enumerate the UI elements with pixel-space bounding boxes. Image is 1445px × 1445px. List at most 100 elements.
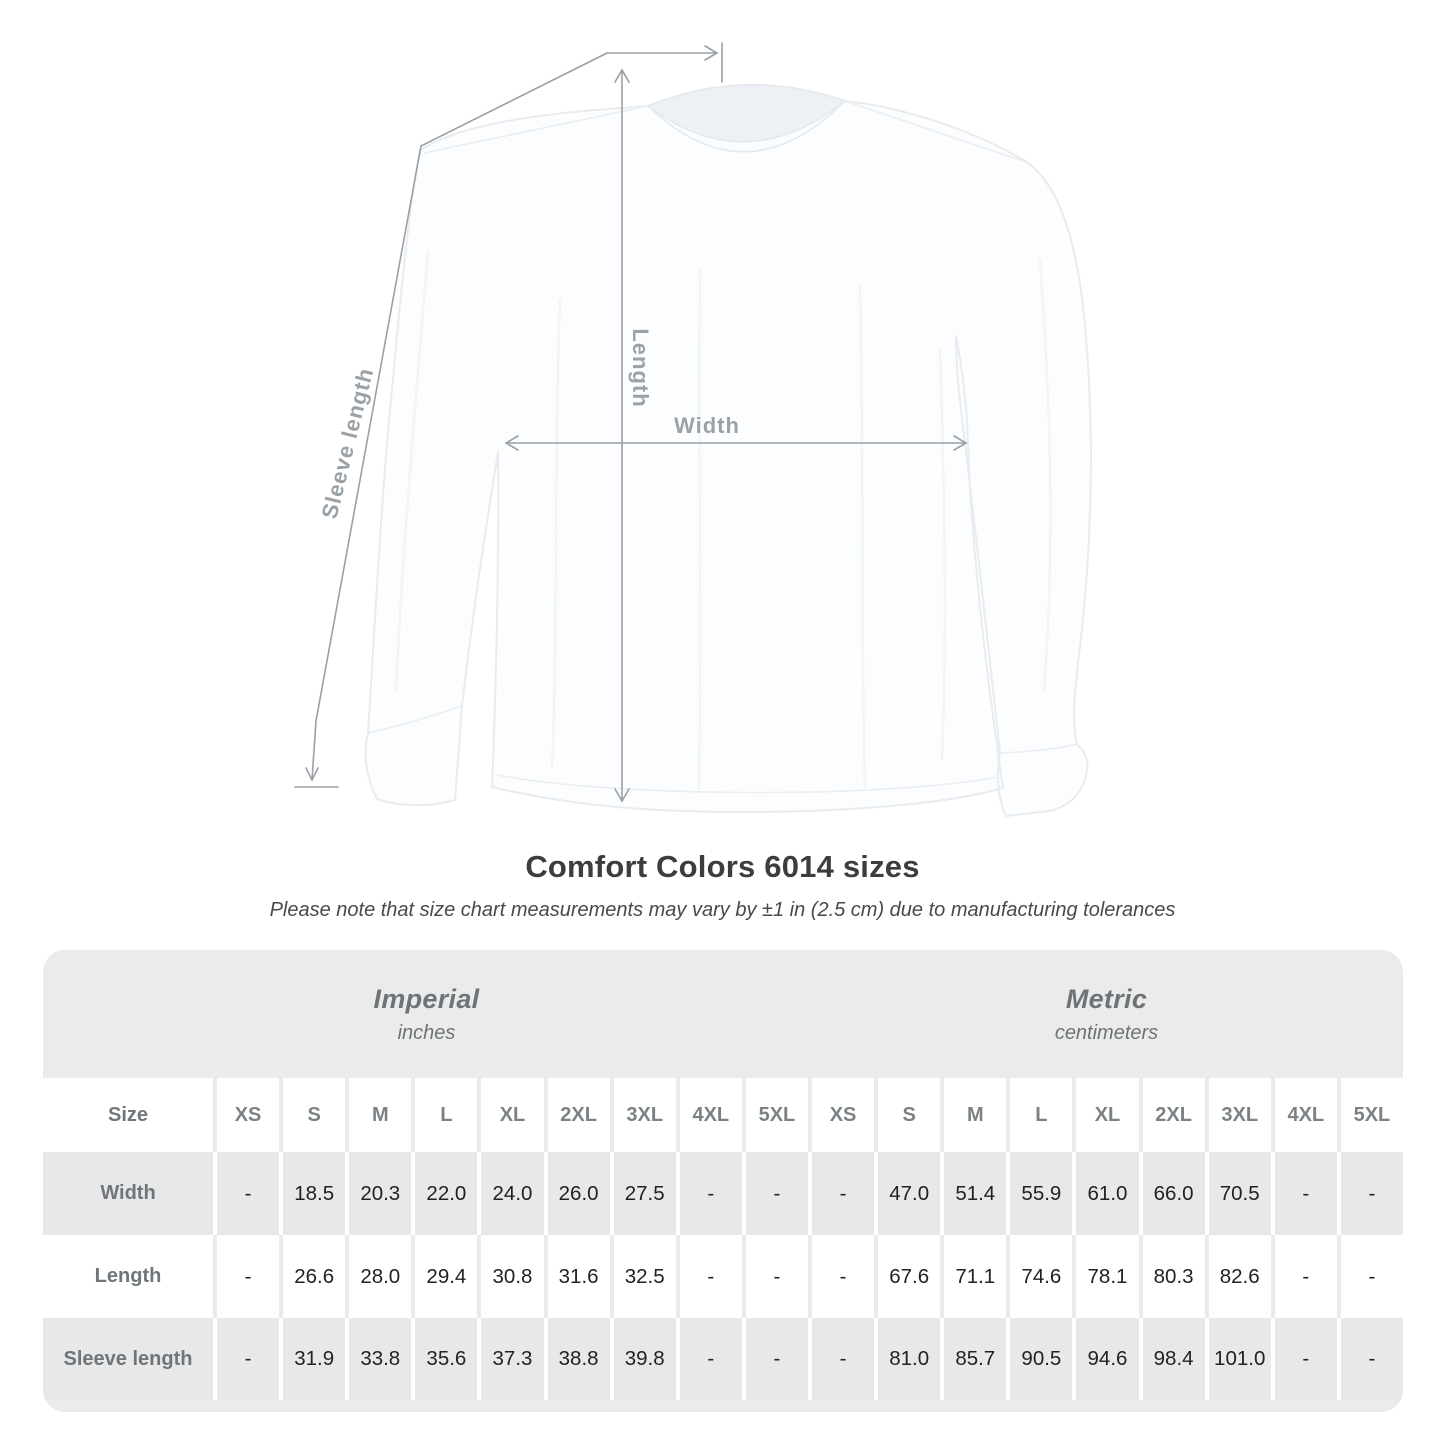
value-cell: 74.6 <box>1010 1235 1073 1318</box>
shoulder-reference-line <box>606 42 723 83</box>
row-label: Sleeve length <box>43 1318 213 1400</box>
shirt-outline <box>364 84 1092 817</box>
value-cell: - <box>1340 1318 1403 1400</box>
size-header: 5XL <box>745 1078 808 1152</box>
value-cell: - <box>217 1318 280 1400</box>
value-cell: 27.5 <box>613 1152 676 1235</box>
size-header: XS <box>811 1078 875 1152</box>
collar-opening <box>648 84 845 142</box>
value-cell: 101.0 <box>1208 1318 1271 1400</box>
size-header: 4XL <box>1274 1078 1337 1152</box>
value-cell: 47.0 <box>878 1152 941 1235</box>
shirt-wrinkles <box>394 249 1052 791</box>
size-header: L <box>415 1078 478 1152</box>
value-cell: 85.7 <box>944 1318 1007 1400</box>
table-row-width: Width - 18.5 20.3 22.0 24.0 26.0 27.5 - … <box>43 1152 1403 1235</box>
sleeve-length-label: Sleeve length <box>317 365 379 521</box>
value-cell: 31.9 <box>283 1318 346 1400</box>
value-cell: 31.6 <box>547 1235 610 1318</box>
shirt-illustration <box>364 83 1092 817</box>
metric-unit: centimeters <box>1054 1021 1159 1044</box>
value-cell: 24.0 <box>481 1152 544 1235</box>
size-table: Imperial inches Metric centimeters Size … <box>43 950 1403 1412</box>
value-cell: 20.3 <box>349 1152 412 1235</box>
value-cell: - <box>1274 1318 1337 1400</box>
row-label: Length <box>43 1235 213 1318</box>
unit-header-band: Imperial inches Metric centimeters <box>43 950 1403 1078</box>
value-cell: 70.5 <box>1208 1152 1271 1235</box>
arrowhead-down-icon <box>305 767 319 782</box>
value-cell: 28.0 <box>349 1235 412 1318</box>
arrowhead-right-icon <box>704 45 719 61</box>
width-line <box>504 435 968 451</box>
value-cell: 51.4 <box>944 1152 1007 1235</box>
value-cell: 94.6 <box>1076 1318 1139 1400</box>
value-cell: 18.5 <box>283 1152 346 1235</box>
value-cell: 71.1 <box>944 1235 1007 1318</box>
size-header: 3XL <box>613 1078 676 1152</box>
size-header: S <box>283 1078 346 1152</box>
value-cell: 26.0 <box>547 1152 610 1235</box>
value-cell: - <box>1340 1235 1403 1318</box>
value-cell: - <box>679 1318 742 1400</box>
value-cell: 26.6 <box>283 1235 346 1318</box>
value-cell: 80.3 <box>1142 1235 1205 1318</box>
value-cell: - <box>1274 1235 1337 1318</box>
value-cell: 33.8 <box>349 1318 412 1400</box>
size-column-header: Size <box>43 1078 213 1152</box>
size-header: XL <box>1076 1078 1139 1152</box>
value-cell: 39.8 <box>613 1318 676 1400</box>
value-cell: - <box>1340 1152 1403 1235</box>
value-cell: 30.8 <box>481 1235 544 1318</box>
shirt-seams <box>367 100 1078 794</box>
value-cell: 29.4 <box>415 1235 478 1318</box>
value-cell: 98.4 <box>1142 1318 1205 1400</box>
sleeve-length-line <box>294 52 608 788</box>
value-cell: - <box>745 1152 808 1235</box>
size-header: 3XL <box>1208 1078 1271 1152</box>
value-cell: 67.6 <box>878 1235 941 1318</box>
size-header: 4XL <box>679 1078 742 1152</box>
size-header: XS <box>217 1078 280 1152</box>
value-cell: 22.0 <box>415 1152 478 1235</box>
value-cell: - <box>679 1152 742 1235</box>
collar-back-rim <box>647 83 846 107</box>
value-cell: - <box>745 1318 808 1400</box>
size-header: M <box>349 1078 412 1152</box>
value-cell: 81.0 <box>878 1318 941 1400</box>
value-cell: - <box>1274 1152 1337 1235</box>
size-header: 2XL <box>547 1078 610 1152</box>
value-cell: 82.6 <box>1208 1235 1271 1318</box>
size-header: 2XL <box>1142 1078 1205 1152</box>
size-header: XL <box>481 1078 544 1152</box>
length-label: Length <box>628 328 653 407</box>
table-row-sleeve-length: Sleeve length - 31.9 33.8 35.6 37.3 38.8… <box>43 1318 1403 1400</box>
arrowhead-down-icon <box>614 788 630 803</box>
width-label: Width <box>674 413 740 438</box>
metric-title: Metric <box>1065 983 1148 1014</box>
metric-header: Metric centimeters <box>810 950 1403 1078</box>
imperial-title: Imperial <box>373 983 480 1014</box>
tolerance-note: Please note that size chart measurements… <box>269 899 1176 921</box>
value-cell: 55.9 <box>1010 1152 1073 1235</box>
value-cell: - <box>811 1318 875 1400</box>
row-label: Width <box>43 1152 213 1235</box>
value-cell: 35.6 <box>415 1318 478 1400</box>
value-cell: - <box>745 1235 808 1318</box>
table-row-length: Length - 26.6 28.0 29.4 30.8 31.6 32.5 -… <box>43 1235 1403 1318</box>
arrowhead-right-icon <box>953 435 968 451</box>
arrowhead-up-icon <box>614 68 630 83</box>
value-cell: - <box>811 1152 875 1235</box>
value-cell: 66.0 <box>1142 1152 1205 1235</box>
size-header: M <box>944 1078 1007 1152</box>
value-cell: 32.5 <box>613 1235 676 1318</box>
length-line <box>614 68 630 803</box>
value-cell: 37.3 <box>481 1318 544 1400</box>
imperial-header: Imperial inches <box>43 950 810 1078</box>
value-cell: - <box>679 1235 742 1318</box>
arrowhead-left-icon <box>504 435 519 451</box>
size-header-row: Size XS S M L XL 2XL 3XL 4XL 5XL XS S M … <box>43 1078 1403 1152</box>
measurement-lines <box>294 42 968 803</box>
size-header: S <box>878 1078 941 1152</box>
value-cell: 90.5 <box>1010 1318 1073 1400</box>
